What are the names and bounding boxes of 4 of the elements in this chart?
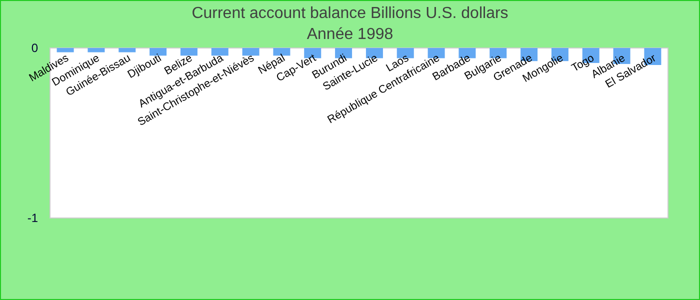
chart-subtitle: Année 1998 xyxy=(306,26,394,43)
y-tick-label: -1 xyxy=(27,211,38,226)
y-tick-label: 0 xyxy=(31,41,38,56)
chart-title: Current account balance Billions U.S. dollars xyxy=(192,5,508,22)
